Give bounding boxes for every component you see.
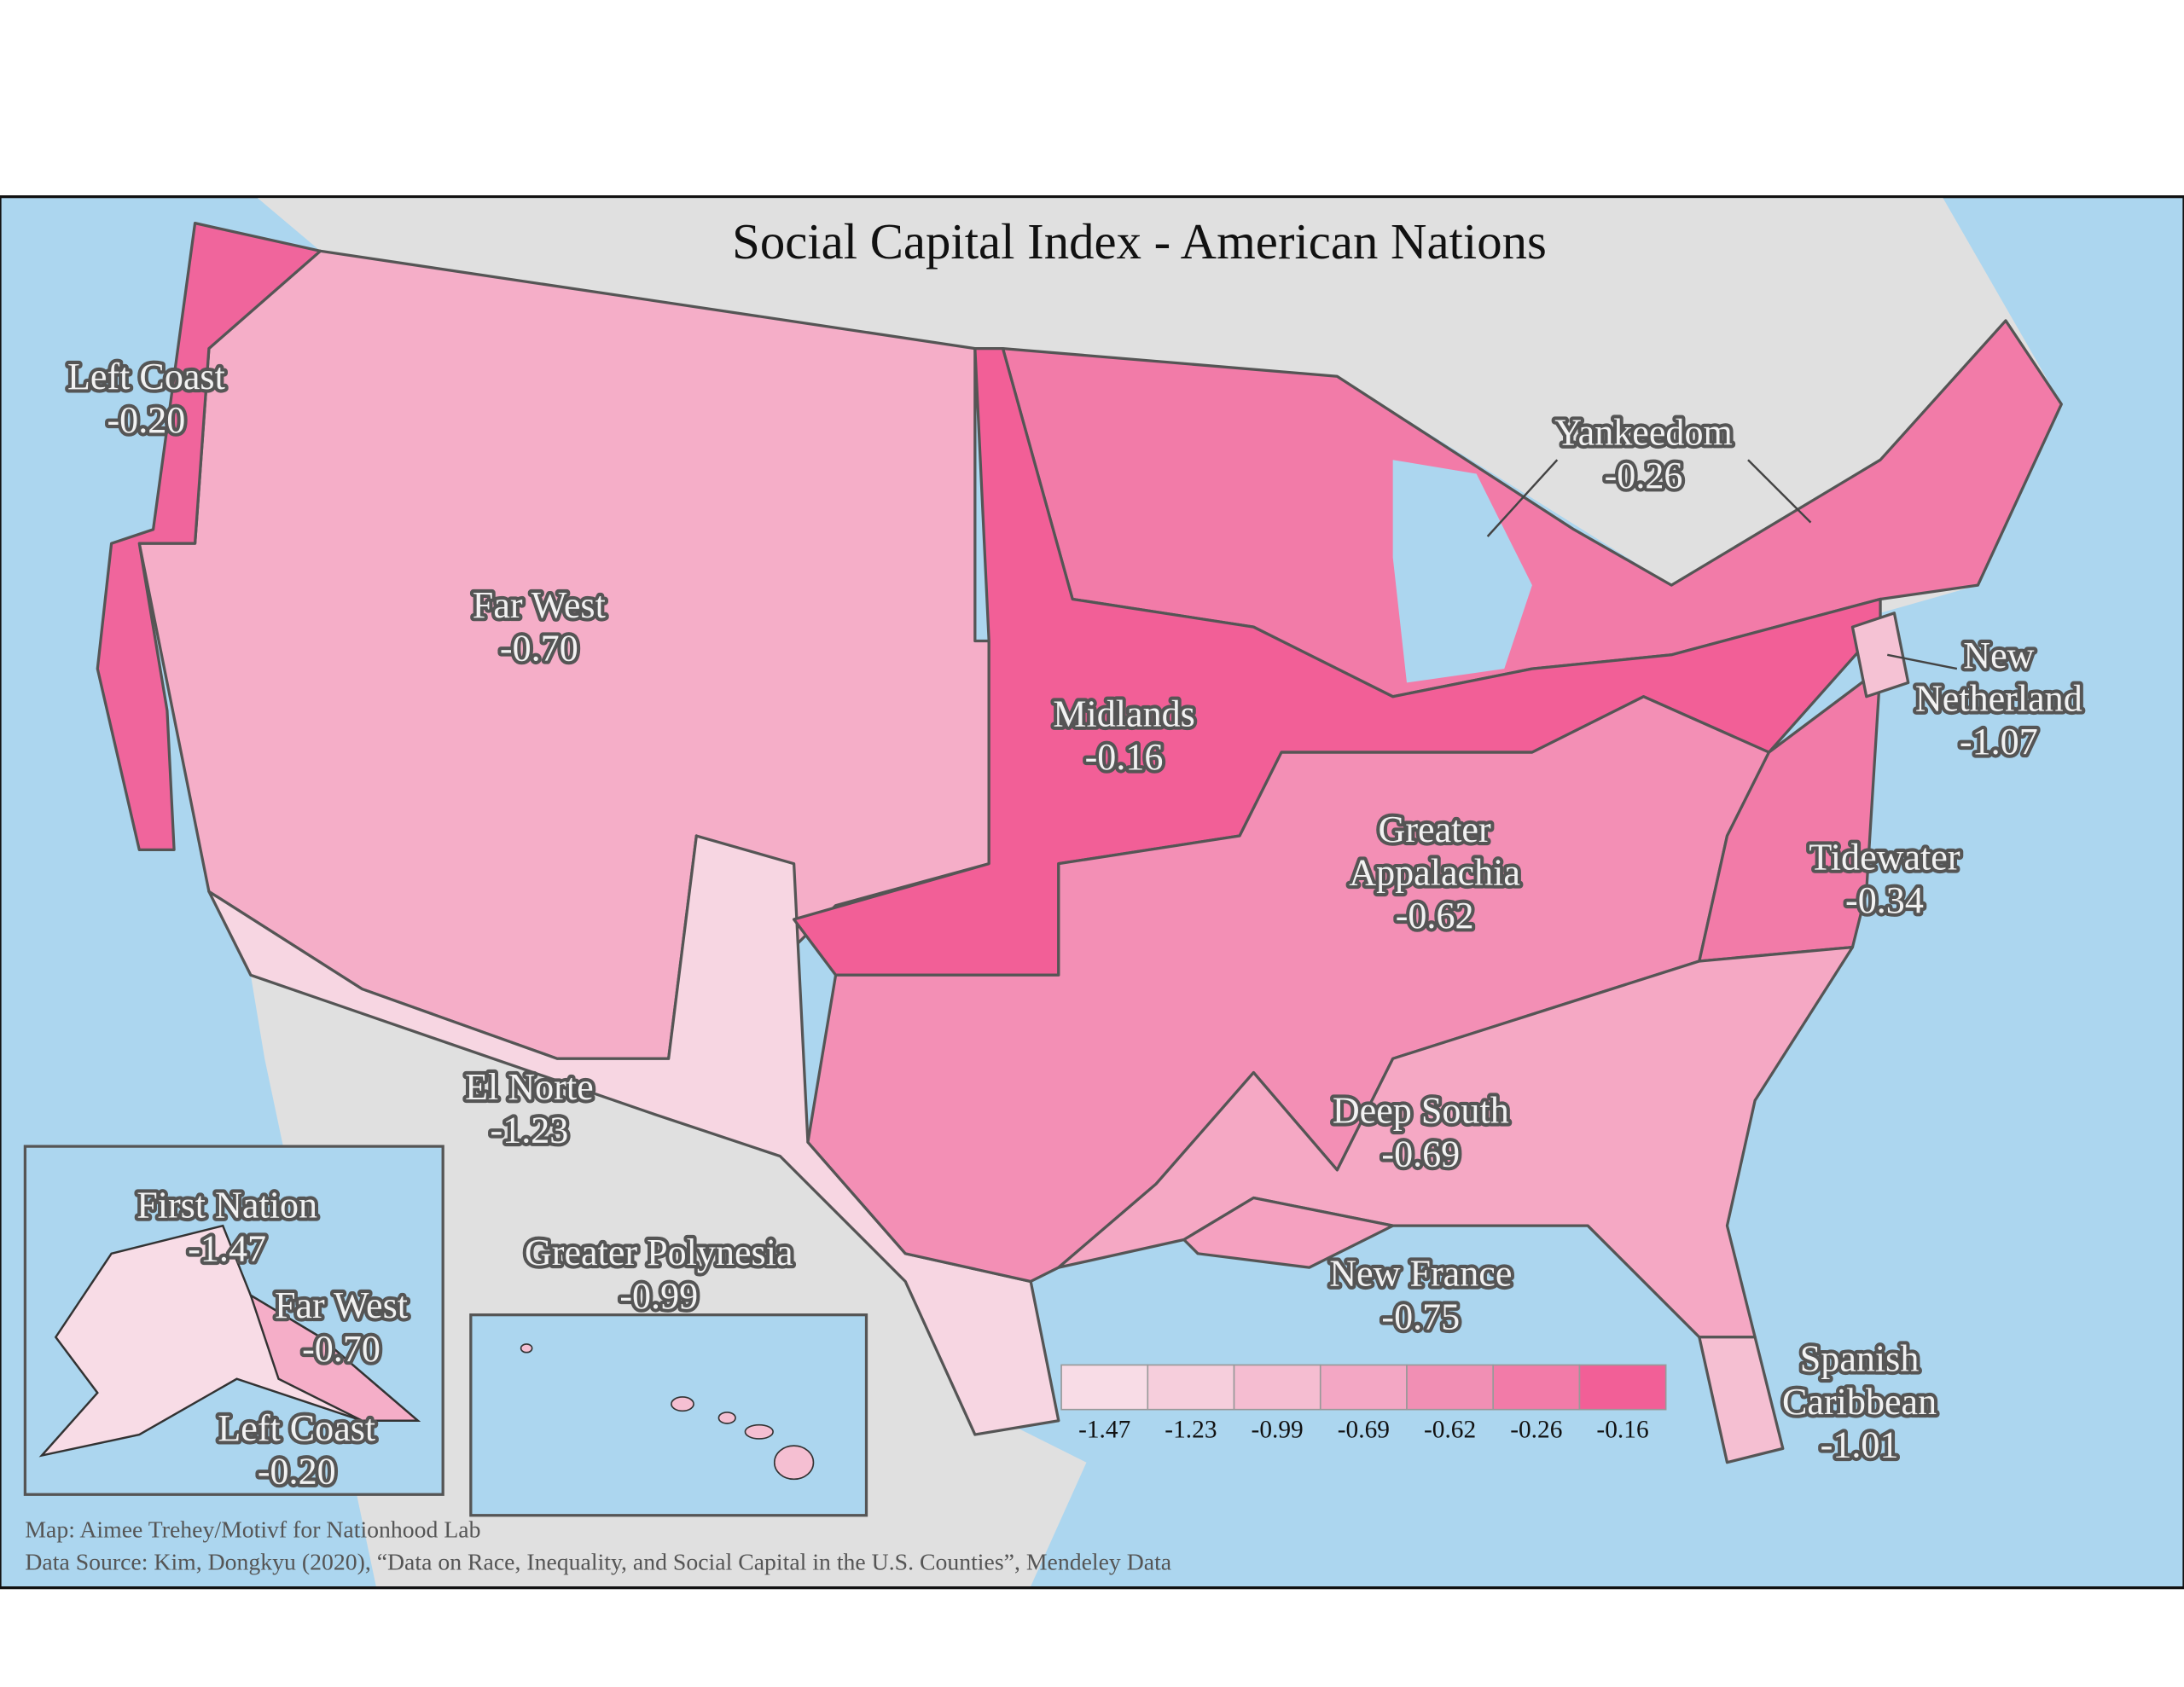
region-name: Greater Polynesia (525, 1232, 793, 1273)
legend-swatch (1406, 1364, 1495, 1411)
region-name: First Nation (136, 1185, 317, 1226)
credits: Map: Aimee Trehey/Motivf for Nationhood … (25, 1517, 1171, 1576)
region-value: -0.34 (1845, 879, 1924, 921)
credit: Map: Aimee Trehey/Motivf for Nationhood … (25, 1517, 480, 1544)
region-name: Appalachia (1349, 851, 1520, 893)
leader-line (1887, 653, 1958, 670)
hawaii (520, 1343, 815, 1481)
alaska-far-west (248, 1293, 421, 1422)
region-name: New (1963, 635, 2034, 676)
region-value: -1.01 (1821, 1423, 1899, 1465)
region-name: Netherland (1915, 677, 2082, 719)
region-value: -0.62 (1396, 895, 1474, 936)
mexico (250, 975, 1087, 1587)
leader-lines (1486, 459, 1958, 670)
region-value: -0.16 (1085, 736, 1164, 778)
region-name: Spanish (1800, 1337, 1920, 1379)
legend-swatch (1492, 1364, 1581, 1411)
region-value: -0.26 (1605, 455, 1683, 496)
region-value: -0.99 (619, 1275, 698, 1317)
region-name: El Norte (465, 1066, 594, 1108)
canada (258, 198, 2062, 613)
island (671, 1396, 694, 1412)
region-name: Left Coast (67, 356, 225, 397)
island (773, 1445, 815, 1481)
region-value: -0.69 (1381, 1133, 1460, 1174)
legend-label: -0.16 (1596, 1417, 1648, 1444)
new-netherland-region (1850, 612, 1910, 699)
credit: Data Source: Kim, Dongkyu (2020), “Data … (25, 1549, 1171, 1575)
region-name: Yankeedom (1554, 412, 1733, 454)
region-value: -0.70 (302, 1328, 380, 1370)
region-value: -0.20 (107, 399, 186, 441)
island (520, 1343, 533, 1354)
region-name: Far West (473, 584, 606, 626)
region-name: Midlands (1053, 693, 1195, 734)
legend-label: -1.23 (1165, 1417, 1217, 1444)
leader-line (1747, 459, 1812, 524)
leader-line (1486, 459, 1559, 537)
region-name: Deep South (1333, 1090, 1509, 1132)
legend-swatch (1578, 1364, 1667, 1411)
title: Social Capital Index - American Nations (732, 214, 1547, 270)
legend-label: -0.62 (1424, 1417, 1476, 1444)
spanish-caribbean-region (1698, 1336, 1785, 1464)
region-name: Far West (275, 1284, 408, 1326)
legend-label: -0.99 (1252, 1417, 1304, 1444)
island (717, 1412, 736, 1424)
region-name: Caribbean (1782, 1381, 1937, 1423)
hawaii-inset (469, 1313, 868, 1517)
region-name: Left Coast (218, 1407, 375, 1449)
region-value: -0.70 (500, 628, 578, 670)
new-france-region (1182, 1196, 1395, 1269)
legend-label: -0.26 (1510, 1417, 1562, 1444)
left-coast-region (96, 222, 322, 851)
legend-swatch (1147, 1364, 1235, 1411)
legend-label: -1.47 (1078, 1417, 1130, 1444)
legend-swatch (1233, 1364, 1321, 1411)
legend-swatch (1319, 1364, 1408, 1411)
region-value: -1.23 (490, 1110, 568, 1151)
region-value: -0.20 (258, 1451, 336, 1493)
legend-label: -0.69 (1338, 1417, 1390, 1444)
legend: -1.47 -1.23 -0.99 -0.69 -0.62 -0.26 -0.16 (1060, 1364, 1667, 1444)
region-name: Greater (1379, 809, 1491, 850)
region-name: New France (1329, 1253, 1512, 1295)
region-value: -0.75 (1381, 1296, 1460, 1337)
island (744, 1423, 774, 1440)
legend-swatch (1060, 1364, 1149, 1411)
region-name: Tidewater (1809, 837, 1960, 878)
region-value: -1.07 (1960, 721, 2038, 762)
regions (96, 222, 2063, 1464)
lake-michigan (1392, 460, 1532, 683)
region-value: -1.47 (188, 1227, 266, 1269)
